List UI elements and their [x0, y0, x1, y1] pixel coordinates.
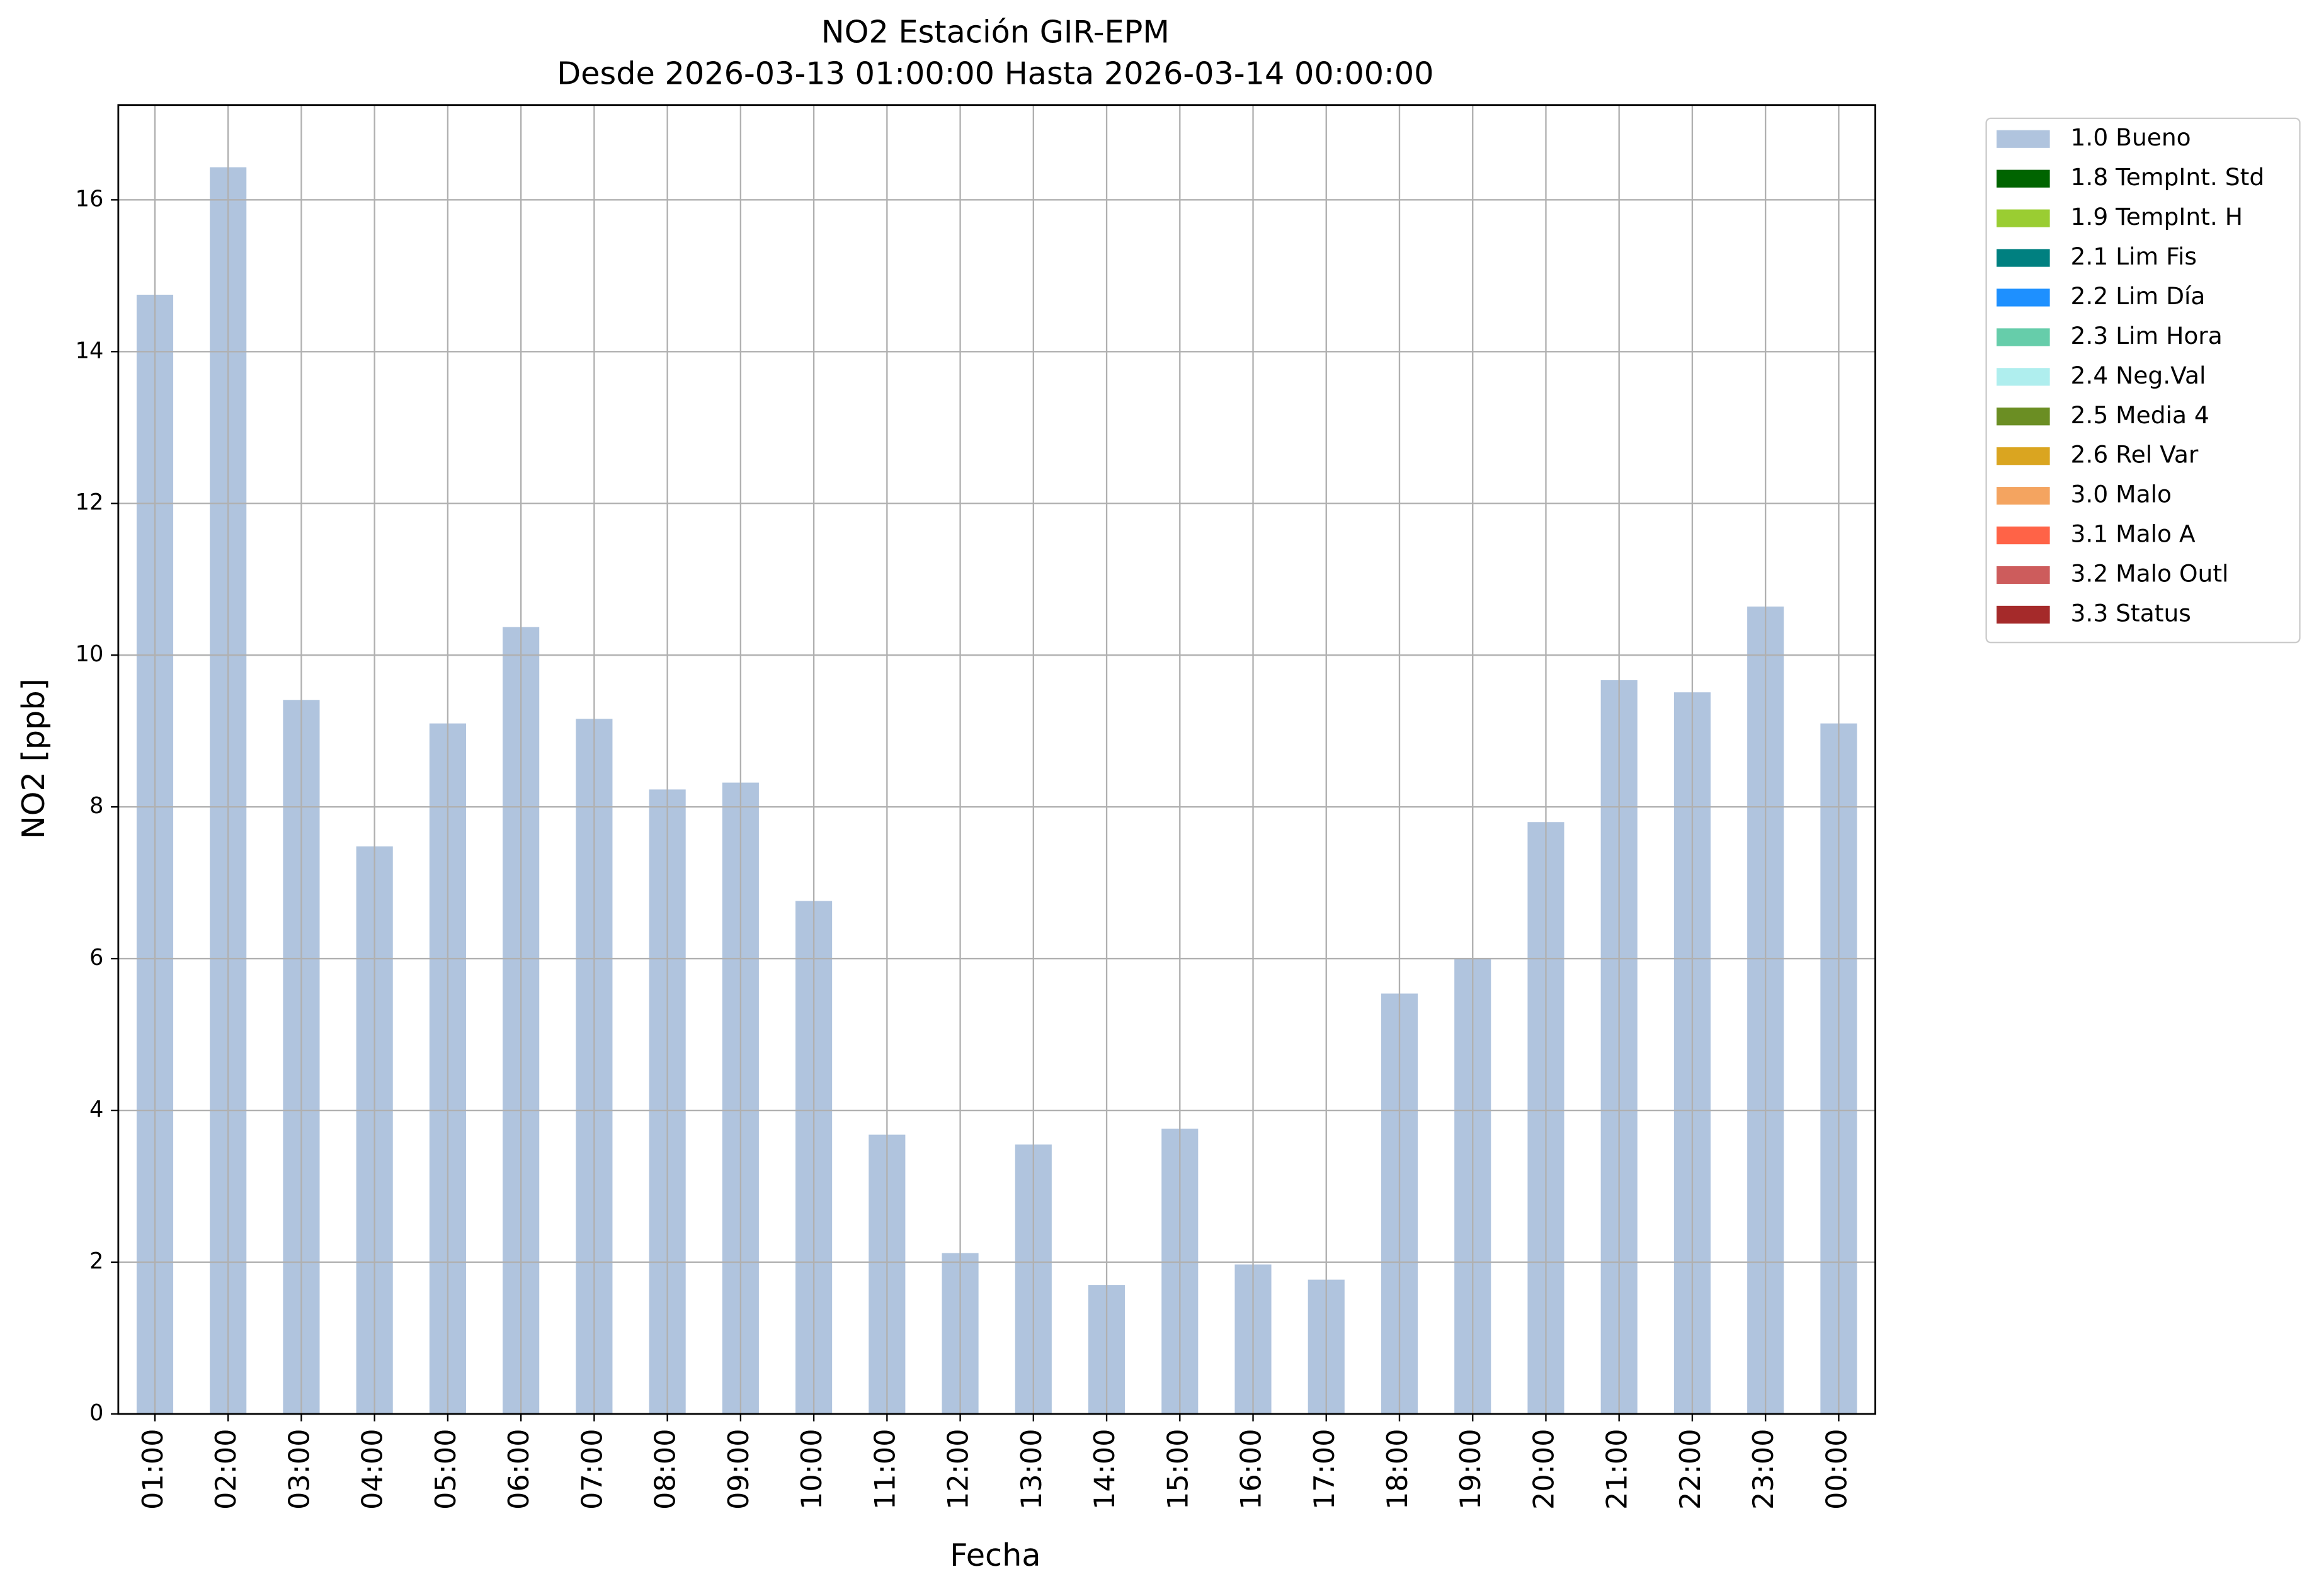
- legend-swatch: [1997, 526, 2050, 545]
- y-tick-label: 6: [89, 945, 103, 971]
- x-tick-label: 05:00: [430, 1428, 462, 1510]
- x-tick-label: 04:00: [356, 1428, 389, 1510]
- legend-box: [1985, 117, 2301, 644]
- plot-frame: [117, 104, 1876, 1415]
- x-tick-label: 18:00: [1381, 1428, 1414, 1510]
- legend-swatch: [1997, 487, 2050, 505]
- legend-label: 2.6 Rel Var: [2071, 441, 2199, 469]
- chart-subtitle: Desde 2026-03-13 01:00:00 Hasta 2026-03-…: [557, 55, 1433, 91]
- y-tick-label: 10: [76, 641, 104, 667]
- x-tick-label: 13:00: [1015, 1428, 1048, 1510]
- x-tick-label: 23:00: [1747, 1428, 1780, 1510]
- legend-label: 1.0 Bueno: [2071, 123, 2191, 151]
- x-tick-label: 12:00: [942, 1428, 975, 1510]
- y-tick-label: 14: [76, 338, 104, 363]
- legend-swatch: [1997, 605, 2050, 624]
- legend-label: 2.3 Lim Hora: [2071, 322, 2223, 350]
- y-tick-label: 16: [76, 186, 104, 212]
- x-tick-label: 20:00: [1527, 1428, 1560, 1510]
- x-tick-label: 15:00: [1161, 1428, 1194, 1510]
- legend-label: 2.4 Neg.Val: [2071, 362, 2206, 389]
- x-tick-label: 22:00: [1674, 1428, 1707, 1510]
- x-tick-label: 14:00: [1088, 1428, 1121, 1510]
- legend-label: 3.1 Malo A: [2071, 520, 2196, 548]
- x-tick-label: 08:00: [649, 1428, 682, 1510]
- legend-label: 3.0 Malo: [2071, 481, 2172, 508]
- legend-swatch: [1997, 447, 2050, 465]
- x-tick-label: 19:00: [1454, 1428, 1487, 1510]
- legend-swatch: [1997, 408, 2050, 426]
- y-tick-label: 0: [89, 1400, 103, 1426]
- x-tick-label: 06:00: [503, 1428, 535, 1510]
- y-tick-label: 12: [76, 489, 104, 515]
- x-tick-label: 10:00: [795, 1428, 828, 1510]
- chart-title: NO2 Estación GIR-EPM: [821, 14, 1170, 50]
- y-tick-label: 2: [89, 1248, 103, 1274]
- legend-label: 1.9 TempInt. H: [2071, 203, 2243, 231]
- legend-swatch: [1997, 368, 2050, 386]
- y-tick-label: 4: [89, 1097, 103, 1122]
- y-tick-label: 8: [89, 793, 103, 819]
- legend-label: 1.8 TempInt. Std: [2071, 163, 2265, 191]
- x-tick-label: 00:00: [1820, 1428, 1853, 1510]
- legend-label: 2.1 Lim Fis: [2071, 242, 2197, 270]
- legend-swatch: [1997, 288, 2050, 307]
- x-tick-label: 01:00: [137, 1428, 169, 1510]
- legend-swatch: [1997, 566, 2050, 584]
- legend-swatch: [1997, 209, 2050, 227]
- x-tick-label: 11:00: [869, 1428, 901, 1510]
- x-tick-label: 16:00: [1235, 1428, 1268, 1510]
- x-axis-label: Fecha: [950, 1537, 1041, 1573]
- x-tick-label: 09:00: [722, 1428, 755, 1510]
- legend-swatch: [1997, 169, 2050, 188]
- y-axis-label: NO2 [ppb]: [15, 678, 52, 839]
- x-tick-label: 07:00: [576, 1428, 608, 1510]
- x-tick-label: 17:00: [1308, 1428, 1341, 1510]
- legend-label: 3.3 Status: [2071, 599, 2191, 627]
- legend-swatch: [1997, 249, 2050, 267]
- legend-label: 3.2 Malo Outl: [2071, 560, 2229, 588]
- legend-label: 2.5 Media 4: [2071, 401, 2209, 429]
- x-tick-label: 21:00: [1601, 1428, 1634, 1510]
- legend-label: 2.2 Lim Día: [2071, 282, 2206, 310]
- x-tick-label: 02:00: [210, 1428, 242, 1510]
- x-tick-label: 03:00: [283, 1428, 316, 1510]
- legend-swatch: [1997, 328, 2050, 346]
- legend-swatch: [1997, 130, 2050, 148]
